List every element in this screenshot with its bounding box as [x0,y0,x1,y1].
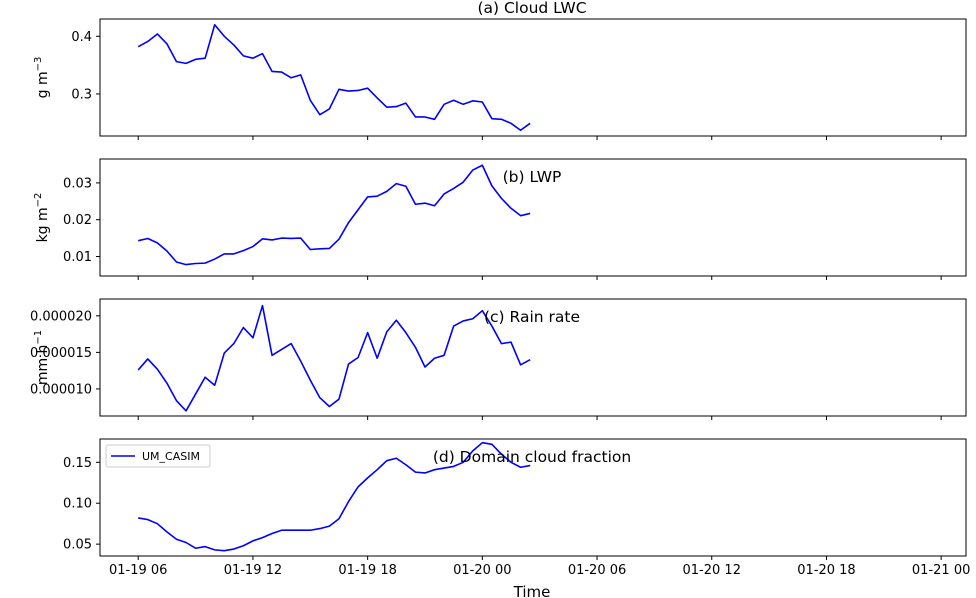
y-axis-label: mm h−1 [33,330,51,385]
axes-frame [99,438,967,557]
panel-1: 0.01 0.02 0.03 (b) LWP kg m−2 [33,158,967,280]
y-axis-label: kg m−2 [33,193,51,243]
axes-frame [99,18,967,137]
y-tick-label: 0.02 [63,213,92,228]
y-tick-label: 0.000020 [30,309,92,324]
y-tick-label: 0.000015 [30,346,92,361]
y-axis-label: g m−3 [33,57,51,99]
panel-title: (b) LWP [503,168,562,186]
y-tick-label: 0.01 [63,250,92,265]
y-axis-label-base: kg m [35,207,51,242]
x-tick-label: 01-20 06 [568,563,626,578]
y-tick-label: 0.10 [63,497,92,512]
legend-box [105,444,211,468]
series-line-3-0 [138,441,531,552]
series-line-0-0 [137,23,531,132]
panel-title: (c) Rain rate [484,308,580,326]
y-tick-label: 0.4 [71,30,92,45]
series-line-1-0 [138,164,531,266]
legend-label: UM_CASIM [142,450,200,463]
x-tick-label: 01-20 00 [453,563,511,578]
axes-frame [99,158,967,277]
axes-frame [99,298,967,417]
x-tick-label: 01-21 00 [912,563,970,578]
y-tick-label: 0.000010 [30,382,92,397]
panel-3: 01-19 06 01-19 12 01-19 18 01-20 00 01-20 06… [63,438,970,578]
y-tick-label: 0.03 [63,176,92,191]
y-tick-label: 0.05 [63,538,92,553]
panel-title: (a) Cloud LWC [477,0,586,17]
panel-0: 0.3 0.4 (a) Cloud LWC g m−3 [33,0,967,140]
y-axis-label-exponent: −3 [33,57,44,72]
y-axis-label-base: mm h [35,345,51,386]
panel-2: 0.000010 0.000015 0.000020 (c) Rain rate mm … [30,298,967,420]
x-tick-label: 01-20 12 [683,563,741,578]
x-axis-label: Time [513,583,551,598]
x-tick-label: 01-19 18 [338,563,396,578]
y-tick-label: 0.15 [63,456,92,471]
y-axis-label-exponent: −1 [33,330,44,345]
y-axis-label-exponent: −2 [33,193,44,208]
legend: UM_CASIM [105,444,211,468]
x-tick-label: 01-19 12 [224,563,282,578]
x-tick-label: 01-20 18 [797,563,855,578]
x-tick-label: 01-19 06 [109,563,167,578]
series-line-2-0 [137,304,531,412]
y-axis-label-base: g m [35,71,51,98]
y-tick-label: 0.3 [71,87,92,102]
panel-title: (d) Domain cloud fraction [433,448,631,466]
